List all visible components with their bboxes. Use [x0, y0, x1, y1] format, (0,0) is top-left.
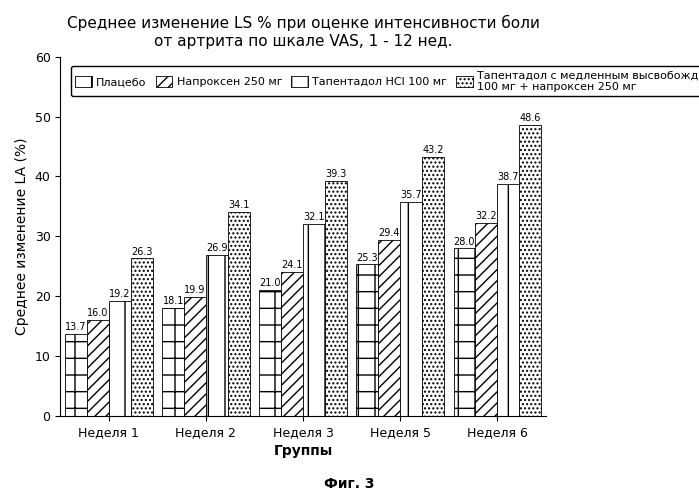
Bar	[422, 157, 444, 416]
Bar	[281, 272, 303, 416]
Title: Среднее изменение LS % при оценке интенсивности боли
от артрита по шкале VAS, 1 : Среднее изменение LS % при оценке интенс…	[66, 15, 540, 48]
Text: 39.3: 39.3	[325, 169, 347, 179]
Text: 32.1: 32.1	[303, 212, 325, 222]
Bar	[454, 248, 475, 416]
Text: 38.7: 38.7	[498, 173, 519, 182]
Text: 25.3: 25.3	[356, 253, 378, 263]
Bar	[475, 223, 497, 416]
Bar	[65, 334, 87, 416]
Bar	[497, 184, 519, 416]
Bar	[325, 180, 347, 416]
Bar	[131, 258, 152, 416]
Text: 43.2: 43.2	[422, 145, 444, 155]
Text: 16.0: 16.0	[87, 309, 108, 318]
Bar	[519, 125, 541, 416]
Text: 32.2: 32.2	[475, 211, 497, 221]
Text: 29.4: 29.4	[378, 228, 400, 238]
Text: 26.3: 26.3	[131, 246, 152, 257]
Text: 19.9: 19.9	[185, 285, 206, 295]
Bar	[303, 224, 325, 416]
Bar	[206, 255, 228, 416]
Bar	[356, 264, 378, 416]
Text: 48.6: 48.6	[519, 113, 540, 123]
Text: Фиг. 3: Фиг. 3	[324, 477, 375, 491]
Bar	[109, 301, 131, 416]
Bar	[184, 297, 206, 416]
X-axis label: Группы: Группы	[273, 444, 333, 458]
Text: 19.2: 19.2	[109, 289, 131, 299]
Text: 26.9: 26.9	[206, 243, 228, 253]
Text: 18.1: 18.1	[162, 296, 184, 306]
Y-axis label: Среднее изменение LA (%): Среднее изменение LA (%)	[15, 138, 29, 335]
Legend: Плацебо, Напроксен 250 мг, Тапентадол HCl 100 мг, Тапентадол с медленным высвобо: Плацебо, Напроксен 250 мг, Тапентадол HC…	[71, 66, 699, 96]
Text: 21.0: 21.0	[259, 279, 281, 288]
Text: 13.7: 13.7	[65, 322, 87, 332]
Text: 24.1: 24.1	[281, 260, 303, 270]
Bar	[162, 308, 184, 416]
Text: 34.1: 34.1	[228, 200, 250, 210]
Bar	[259, 290, 281, 416]
Bar	[228, 212, 250, 416]
Bar	[87, 320, 109, 416]
Text: 28.0: 28.0	[454, 237, 475, 246]
Bar	[378, 240, 400, 416]
Text: 35.7: 35.7	[401, 190, 421, 200]
Bar	[400, 202, 422, 416]
